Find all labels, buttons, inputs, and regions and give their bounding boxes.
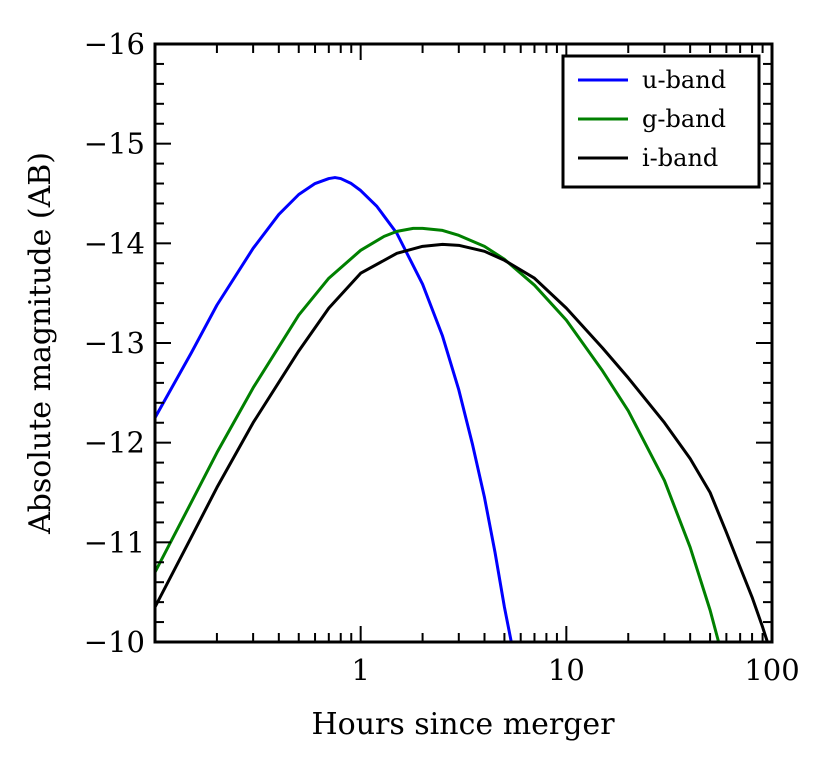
- y-tick-label: −16: [84, 27, 145, 61]
- y-tick-label: −14: [84, 226, 145, 260]
- y-tick-label: −10: [84, 625, 145, 659]
- y-tick-label: −15: [84, 127, 145, 161]
- y-tick-label: −13: [84, 326, 145, 360]
- series-line-u-band: [155, 176, 513, 642]
- x-axis-label: Hours since merger: [311, 707, 615, 742]
- tick-labels-layer: 1 10 100 −16 −15 −14 −13 −12 −11 −10: [84, 27, 800, 687]
- series-layer: [155, 176, 769, 642]
- series-line-i-band: [155, 242, 769, 642]
- x-tick-label: 100: [744, 653, 799, 687]
- legend-label-g-band: g-band: [642, 105, 726, 133]
- y-tick-label: −11: [84, 525, 145, 559]
- legend-box: [561, 54, 761, 189]
- plot-frame: [153, 42, 774, 644]
- x-tick-label: 1: [351, 653, 369, 687]
- x-tick-label: 10: [548, 653, 585, 687]
- legend-label-u-band: u-band: [642, 66, 726, 94]
- legend-label-i-band: i-band: [642, 144, 718, 172]
- y-axis-label: Absolute magnitude (AB): [23, 152, 58, 535]
- series-line-g-band: [155, 226, 721, 642]
- y-tick-label: −12: [84, 426, 145, 460]
- legend: u-band g-band i-band: [561, 54, 761, 189]
